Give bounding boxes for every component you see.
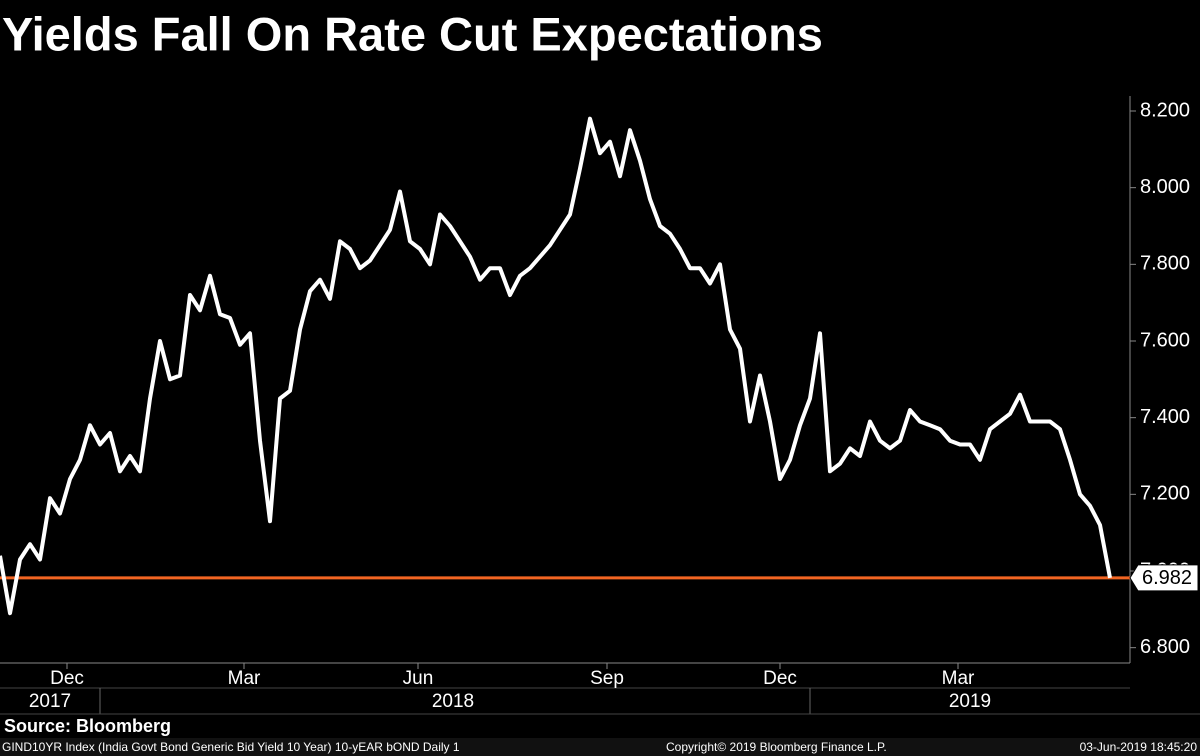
x-tick-label: Mar xyxy=(942,668,975,689)
y-tick-label: 7.600 xyxy=(1140,329,1190,351)
x-tick-label: Dec xyxy=(763,668,797,689)
x-tick-label: Jun xyxy=(403,668,434,689)
x-year-label: 2019 xyxy=(949,691,991,712)
footer-index: GIND10YR Index (India Govt Bond Generic … xyxy=(2,740,460,754)
chart-title: Yields Fall On Rate Cut Expectations xyxy=(2,7,823,60)
y-tick-label: 6.800 xyxy=(1140,636,1190,658)
y-tick-label: 8.200 xyxy=(1140,99,1190,121)
x-tick-label: Dec xyxy=(50,668,84,689)
y-tick-label: 8.000 xyxy=(1140,176,1190,198)
x-tick-label: Sep xyxy=(590,668,624,689)
footer-bar xyxy=(0,738,1200,756)
y-tick-label: 7.800 xyxy=(1140,253,1190,275)
y-tick-label: 7.200 xyxy=(1140,483,1190,505)
footer-timestamp: 03-Jun-2019 18:45:20 xyxy=(1080,740,1198,754)
yield-line xyxy=(0,116,1112,616)
source: Source: Bloomberg xyxy=(4,716,171,736)
x-year-label: 2018 xyxy=(432,691,474,712)
last-value-box xyxy=(1129,564,1199,592)
y-tick-label: 7.400 xyxy=(1140,406,1190,428)
x-tick-label: Mar xyxy=(228,668,261,689)
last-value-label: 6.982 xyxy=(1142,567,1192,589)
x-year-label: 2017 xyxy=(29,691,71,712)
footer-copyright: Copyright© 2019 Bloomberg Finance L.P. xyxy=(666,740,887,754)
